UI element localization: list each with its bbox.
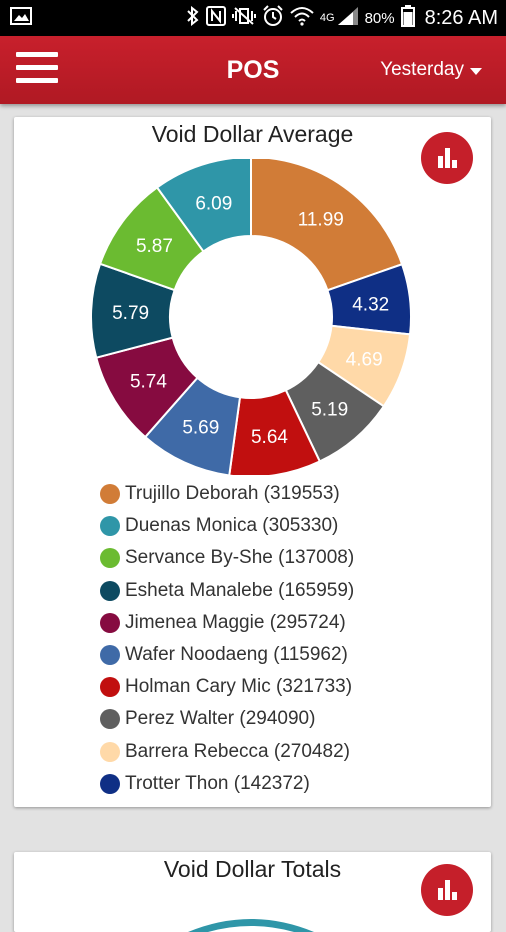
bar-chart-icon[interactable] [421,132,473,184]
period-selector-label: Yesterday [380,59,464,80]
legend-item[interactable]: Trotter Thon (142372) [100,768,354,800]
legend-label: Perez Walter (294090) [125,708,316,730]
donut-slice-4[interactable] [228,388,322,475]
app-bar: POS Yesterday [0,36,506,104]
donut-slice-label-2: 4.69 [346,349,383,370]
legend-swatch [100,516,120,537]
legend-swatch [100,612,120,633]
vibrate-mute-icon [231,6,256,30]
hamburger-icon[interactable] [16,52,58,88]
donut-slice-9[interactable] [155,159,252,253]
legend-label: Jimenea Maggie (295724) [125,611,346,633]
legend-label: Trujillo Deborah (319553) [125,483,340,505]
nfc-icon [205,6,226,30]
legend-swatch [100,677,120,698]
legend-swatch [100,645,120,666]
donut-slice-label-7: 5.79 [112,303,149,324]
legend-swatch [100,580,120,601]
bluetooth-icon [186,5,200,30]
donut-slice-label-8: 5.87 [136,236,173,257]
legend-swatch [100,548,120,569]
donut-slice-0[interactable] [250,159,404,292]
donut-slice-label-5: 5.69 [182,418,219,439]
legend-label: Trotter Thon (142372) [125,772,310,794]
legend-item[interactable]: Holman Cary Mic (321733) [100,671,354,703]
bar-chart-icon[interactable] [421,864,473,916]
legend-label: Duenas Monica (305330) [125,515,339,537]
void-dollar-totals-card: Void Dollar Totals [14,852,491,932]
network-type-label: 4G [319,12,335,24]
legend-label: Wafer Noodaeng (115962) [125,644,348,666]
signal-strength-icon [337,6,359,30]
legend-item[interactable]: Servance By-She (137008) [100,542,354,574]
legend-swatch [100,484,120,505]
legend-item[interactable]: Trujillo Deborah (319553) [100,478,354,510]
legend-label: Servance By-She (137008) [125,547,355,569]
legend-swatch [100,741,120,762]
void-dollar-average-card: Void Dollar Average 11.99 4.32 4.69 5.19 5.6… [14,117,491,807]
legend-item[interactable]: Jimenea Maggie (295724) [100,607,354,639]
clock-label: 8:26 AM [424,6,498,29]
status-bar: 4G 80% 8:26 AM [0,0,506,36]
chart-legend: Trujillo Deborah (319553) Duenas Monica (… [100,478,354,800]
legend-item[interactable]: Perez Walter (294090) [100,703,354,735]
donut-chart: 11.99 4.32 4.69 5.19 5.64 5.69 5.74 5.79 5.87 6.0… [90,159,412,475]
donut-slice-label-0: 11.99 [298,210,344,231]
legend-item[interactable]: Duenas Monica (305330) [100,510,354,542]
legend-label: Barrera Rebecca (270482) [125,740,350,762]
alarm-icon [262,5,284,31]
donut-slice-label-9: 6.09 [195,193,232,214]
gallery-notification-icon [10,6,32,30]
wifi-icon [290,6,314,30]
legend-item[interactable]: Esheta Manalebe (165959) [100,575,354,607]
legend-item[interactable]: Wafer Noodaeng (115962) [100,639,354,671]
battery-percent-label: 80% [364,9,395,27]
chart-title: Void Dollar Average [151,121,354,147]
donut-slice-label-1: 4.32 [352,294,389,315]
card-title: Void Dollar Totals [163,856,342,882]
legend-label: Holman Cary Mic (321733) [125,676,353,698]
donut-slice-label-6: 5.74 [130,371,167,392]
legend-swatch [100,709,120,730]
period-selector[interactable]: Yesterday [380,59,482,81]
caret-down-icon [470,67,482,75]
legend-label: Esheta Manalebe (165959) [125,579,355,601]
donut-chart-partial [188,919,314,932]
legend-item[interactable]: Barrera Rebecca (270482) [100,736,354,768]
donut-slice-label-3: 5.19 [311,399,348,420]
battery-icon [400,5,415,31]
donut-slice-label-4: 5.64 [251,427,288,448]
legend-swatch [100,773,120,794]
